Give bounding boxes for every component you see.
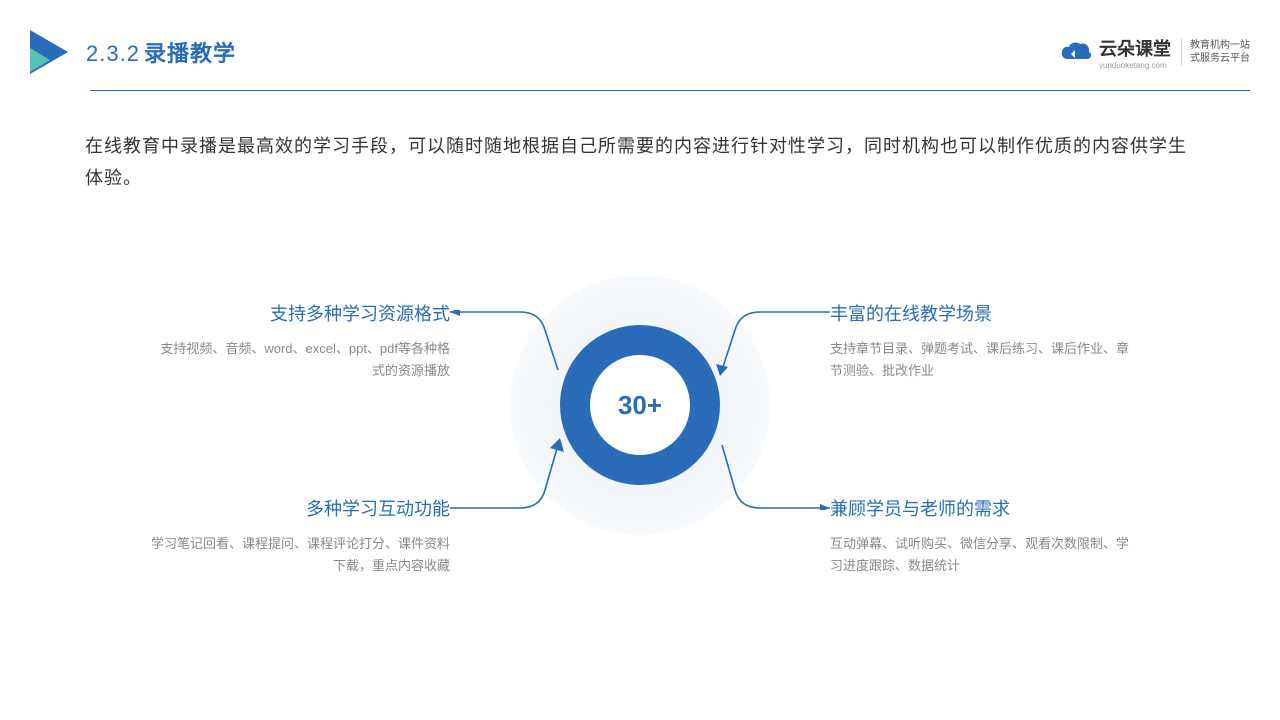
play-icon [30, 30, 68, 74]
header-right: 云朵课堂 yunduoketang.com 教育机构一站 式服务云平台 [1059, 35, 1250, 70]
tagline-line1: 教育机构一站 [1190, 39, 1250, 52]
feature-desc: 支持章节目录、弹题考试、课后练习、课后作业、章节测验、批改作业 [830, 338, 1130, 382]
center-ring: 30+ [560, 325, 720, 485]
feature-desc: 学习笔记回看、课程提问、课程评论打分、课件资料下载，重点内容收藏 [150, 533, 450, 577]
brand-logo: 云朵课堂 yunduoketang.com [1059, 35, 1171, 70]
feature-title: 多种学习互动功能 [150, 495, 450, 521]
logo-text: 云朵课堂 [1099, 39, 1171, 59]
feature-top-left: 支持多种学习资源格式 支持视频、音频、word、excel、ppt、pdf等各种… [150, 300, 450, 382]
center-halo: 30+ [510, 275, 770, 535]
logo-subtext: yunduoketang.com [1099, 61, 1171, 70]
feature-top-right: 丰富的在线教学场景 支持章节目录、弹题考试、课后练习、课后作业、章节测验、批改作… [830, 300, 1130, 382]
intro-paragraph: 在线教育中录播是最高效的学习手段，可以随时随地根据自己所需要的内容进行针对性学习… [85, 130, 1195, 195]
center-label: 30+ [618, 390, 662, 421]
feature-diagram: 30+ 支持多种学习资源格式 支持视频、音频、word、excel、ppt、pd… [0, 240, 1280, 660]
feature-title: 丰富的在线教学场景 [830, 300, 1130, 326]
header-left: 2.3.2录播教学 [30, 30, 236, 74]
feature-bottom-right: 兼顾学员与老师的需求 互动弹幕、试听购买、微信分享、观看次数限制、学习进度跟踪、… [830, 495, 1130, 577]
feature-title: 兼顾学员与老师的需求 [830, 495, 1130, 521]
logo-tagline: 教育机构一站 式服务云平台 [1181, 39, 1250, 65]
feature-title: 支持多种学习资源格式 [150, 300, 450, 326]
header-underline [90, 90, 1250, 91]
section-title-text: 录播教学 [144, 41, 236, 66]
feature-desc: 互动弹幕、试听购买、微信分享、观看次数限制、学习进度跟踪、数据统计 [830, 533, 1130, 577]
cloud-icon [1059, 40, 1093, 64]
section-title: 2.3.2录播教学 [86, 36, 236, 68]
feature-bottom-left: 多种学习互动功能 学习笔记回看、课程提问、课程评论打分、课件资料下载，重点内容收… [150, 495, 450, 577]
feature-desc: 支持视频、音频、word、excel、ppt、pdf等各种格式的资源播放 [150, 338, 450, 382]
section-number: 2.3.2 [86, 41, 140, 66]
slide-header: 2.3.2录播教学 云朵课堂 yunduoketang.com 教育机构一站 式… [30, 30, 1250, 74]
tagline-line2: 式服务云平台 [1190, 52, 1250, 65]
